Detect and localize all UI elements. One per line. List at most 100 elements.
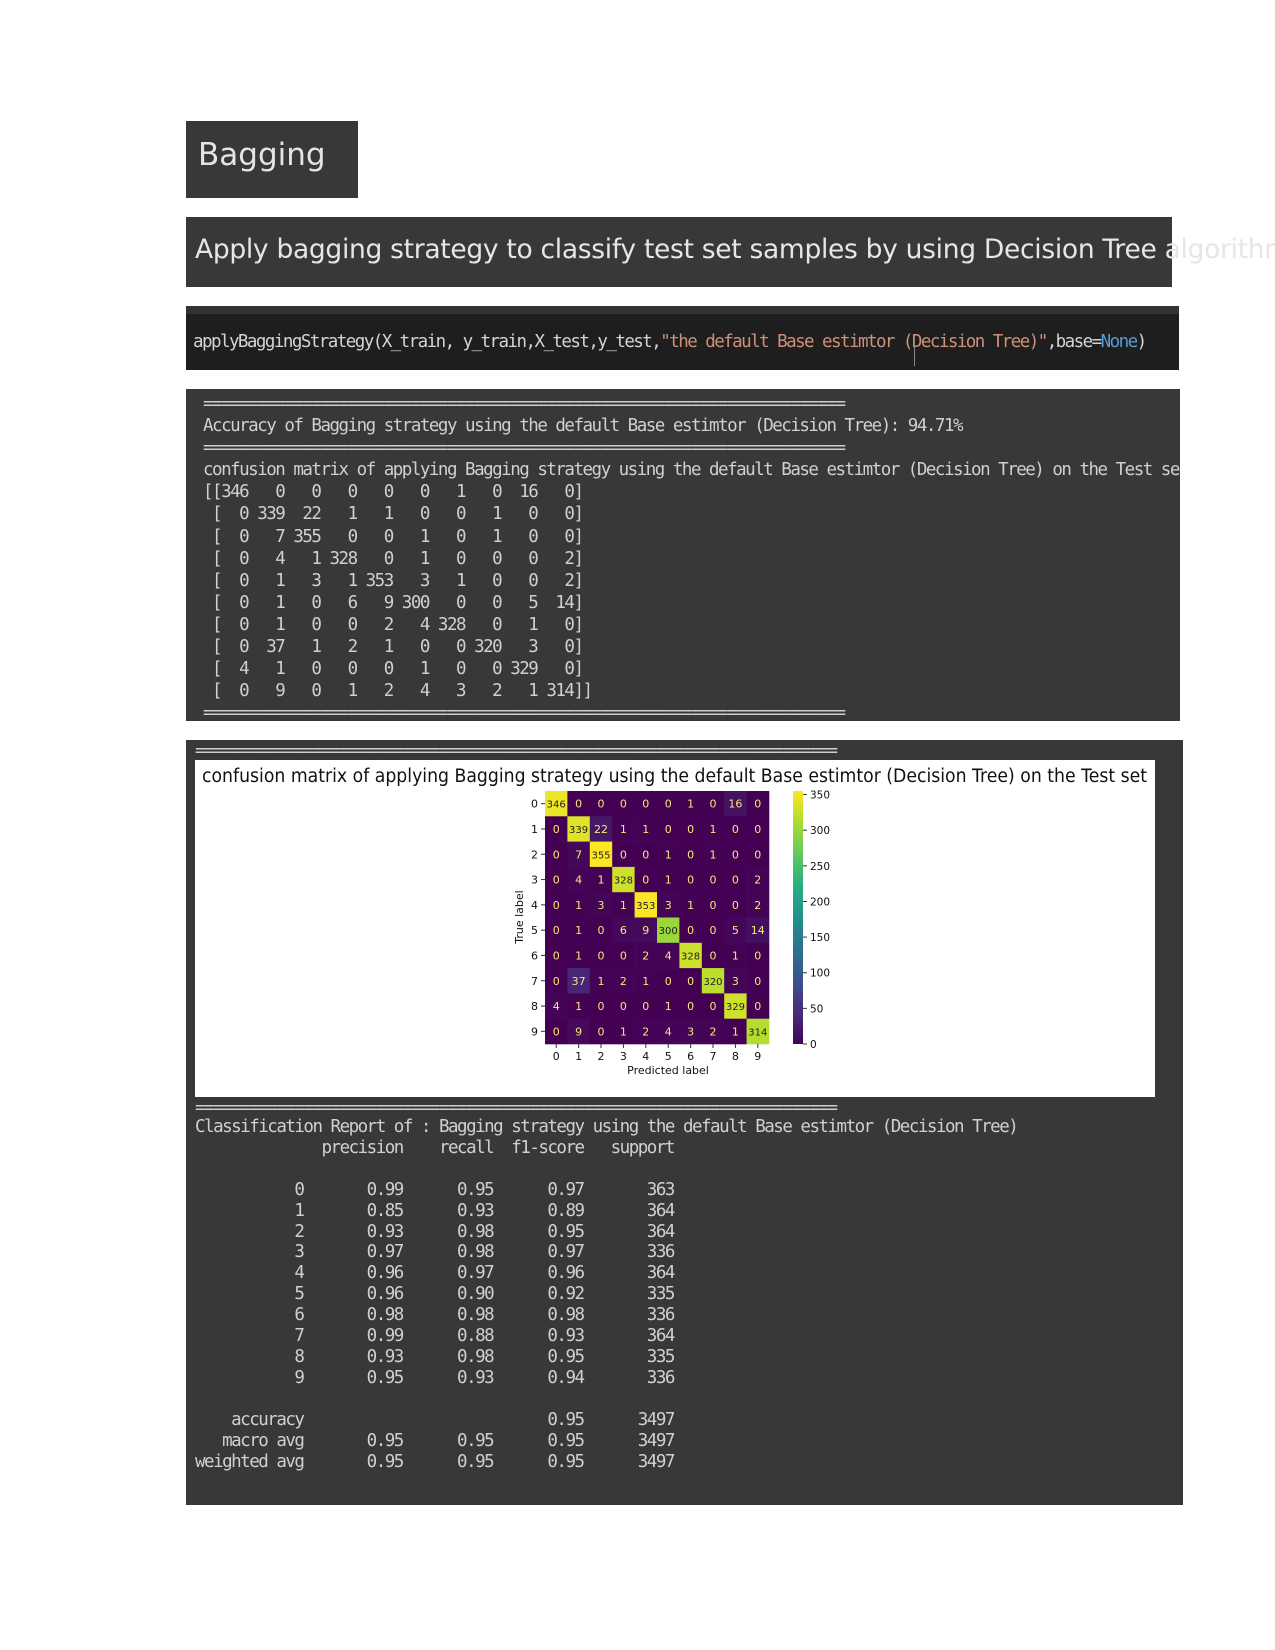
- x-tick-label: 2: [598, 1050, 605, 1063]
- heatmap-cell: [724, 866, 747, 893]
- cell-value-label: 0: [620, 798, 627, 811]
- x-tick-label: 3: [620, 1050, 627, 1063]
- code-cell[interactable]: applyBaggingStrategy(X_train, y_train,X_…: [186, 306, 1179, 370]
- y-tick-label: 9: [531, 1025, 538, 1038]
- cell-value-label: 339: [569, 825, 588, 836]
- cell-value-label: 1: [687, 899, 694, 912]
- cell-value-label: 355: [591, 850, 610, 861]
- cell-value-label: 0: [665, 975, 672, 988]
- colorbar-tick-label: 200: [810, 896, 830, 908]
- cell-value-label: 37: [572, 975, 586, 988]
- cell-value-label: 0: [687, 1000, 694, 1013]
- heatmap-cell: [612, 791, 635, 817]
- classification-report: Classification Report of : Bagging strat…: [195, 1117, 1019, 1472]
- cell-value-label: 0: [710, 899, 717, 912]
- heatmap-cell: [612, 968, 635, 994]
- heatmap-cell: [746, 791, 770, 817]
- confusion-matrix-title: confusion matrix of applying Bagging str…: [203, 460, 1180, 481]
- heatmap-cell: [701, 942, 725, 969]
- heatmap-cell: [612, 1018, 635, 1045]
- cell-value-label: 314: [748, 1027, 767, 1038]
- heatmap-cell: [701, 892, 725, 918]
- heatmap-cell: [724, 1018, 747, 1045]
- y-tick-label: 4: [531, 899, 538, 912]
- cell-value-label: 2: [710, 1025, 717, 1038]
- heatmap-cell: [679, 917, 703, 944]
- cell-value-label: 2: [642, 949, 649, 962]
- cell-value-label: 0: [687, 924, 694, 937]
- y-axis-label: True label: [513, 890, 526, 944]
- heatmap-cell: [612, 993, 635, 1019]
- cell-value-label: 1: [575, 1000, 582, 1013]
- heatmap-cell: [545, 892, 568, 918]
- cell-value-label: 0: [754, 975, 761, 988]
- heatmap-cell: [545, 942, 568, 969]
- classification-report-text: Classification Report of : Bagging strat…: [195, 1117, 1019, 1472]
- heatmap-cell: [746, 866, 770, 893]
- heatmap-cell: [589, 866, 613, 893]
- heatmap-cell: [567, 968, 591, 994]
- y-tick-label: 5: [531, 924, 538, 937]
- heatmap-cell: [589, 968, 613, 994]
- heatmap-cell: [545, 917, 568, 944]
- heatmap-cell: [679, 892, 703, 918]
- heatmap-cell: [545, 816, 568, 842]
- x-tick-label: 5: [665, 1050, 672, 1063]
- cell-value-label: 9: [642, 924, 649, 937]
- heatmap-cell: [701, 791, 725, 817]
- x-tick-label: 6: [687, 1050, 694, 1063]
- cell-value-label: 0: [620, 1000, 627, 1013]
- heatmap-cell: [634, 942, 658, 969]
- heatmap-cell: [679, 968, 703, 994]
- cell-value-label: 0: [620, 848, 627, 861]
- heatmap-cell: [567, 841, 591, 868]
- code-function-call: applyBaggingStrategy(X_train, y_train,X_…: [193, 332, 662, 352]
- cell-value-label: 0: [710, 924, 717, 937]
- colorbar-tick-label: 350: [810, 790, 830, 802]
- cell-value-label: 353: [636, 901, 655, 912]
- accuracy-line: Accuracy of Bagging strategy using the d…: [203, 416, 964, 437]
- output-separator: ========================================…: [203, 438, 846, 459]
- heatmap-cell: [657, 791, 680, 817]
- colorbar-tick-label: 100: [810, 968, 830, 980]
- heatmap-cell: [679, 841, 703, 868]
- cell-value-label: 1: [710, 848, 717, 861]
- x-tick-label: 0: [553, 1050, 560, 1063]
- colorbar: [793, 791, 803, 1044]
- colorbar-tick-label: 300: [810, 825, 830, 837]
- heatmap-cell: [657, 841, 680, 868]
- heatmap-cell: [746, 993, 770, 1019]
- x-tick-label: 4: [642, 1050, 649, 1063]
- cell-value-label: 0: [732, 848, 739, 861]
- cell-value-label: 0: [732, 899, 739, 912]
- confusion-matrix-figure: confusion matrix of applying Bagging str…: [195, 760, 1155, 1097]
- y-tick-label: 3: [531, 874, 538, 887]
- confusion-matrix-text: [[346 0 0 0 0 0 1 0 16 0] [ 0 339 22 1 1…: [203, 482, 593, 702]
- cell-value-label: 0: [642, 848, 649, 861]
- cell-value-label: 1: [642, 975, 649, 988]
- heatmap-cell: [657, 892, 680, 918]
- cell-value-label: 320: [703, 977, 722, 988]
- cell-value-label: 0: [642, 874, 649, 887]
- heatmap-cell: [701, 866, 725, 893]
- cell-value-label: 2: [620, 975, 627, 988]
- cell-value-label: 0: [598, 1000, 605, 1013]
- heatmap-cell: [567, 866, 591, 893]
- cell-value-label: 0: [553, 823, 560, 836]
- heatmap-cell: [657, 816, 680, 842]
- cell-value-label: 0: [754, 798, 761, 811]
- heatmap-cell: [589, 917, 613, 944]
- x-tick-label: 9: [754, 1050, 761, 1063]
- x-axis-label: Predicted label: [627, 1064, 709, 1077]
- cell-value-label: 0: [687, 848, 694, 861]
- cell-value-label: 0: [598, 924, 605, 937]
- cell-value-label: 2: [754, 899, 761, 912]
- heatmap-cell: [634, 866, 658, 893]
- cell-value-label: 4: [575, 874, 582, 887]
- heatmap-cell: [701, 841, 725, 868]
- cell-value-label: 1: [665, 1000, 672, 1013]
- heatmap-cell: [679, 791, 703, 817]
- heatmap-cell: [612, 892, 635, 918]
- heatmap-cell: [657, 942, 680, 969]
- x-tick-label: 1: [575, 1050, 582, 1063]
